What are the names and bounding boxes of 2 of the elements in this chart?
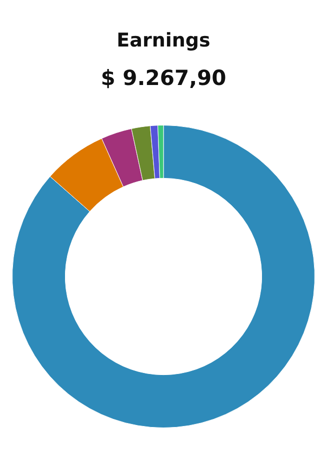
chart-subtitle: $ 9.267,90 (100, 66, 226, 90)
chart-title: Earnings (116, 29, 210, 52)
